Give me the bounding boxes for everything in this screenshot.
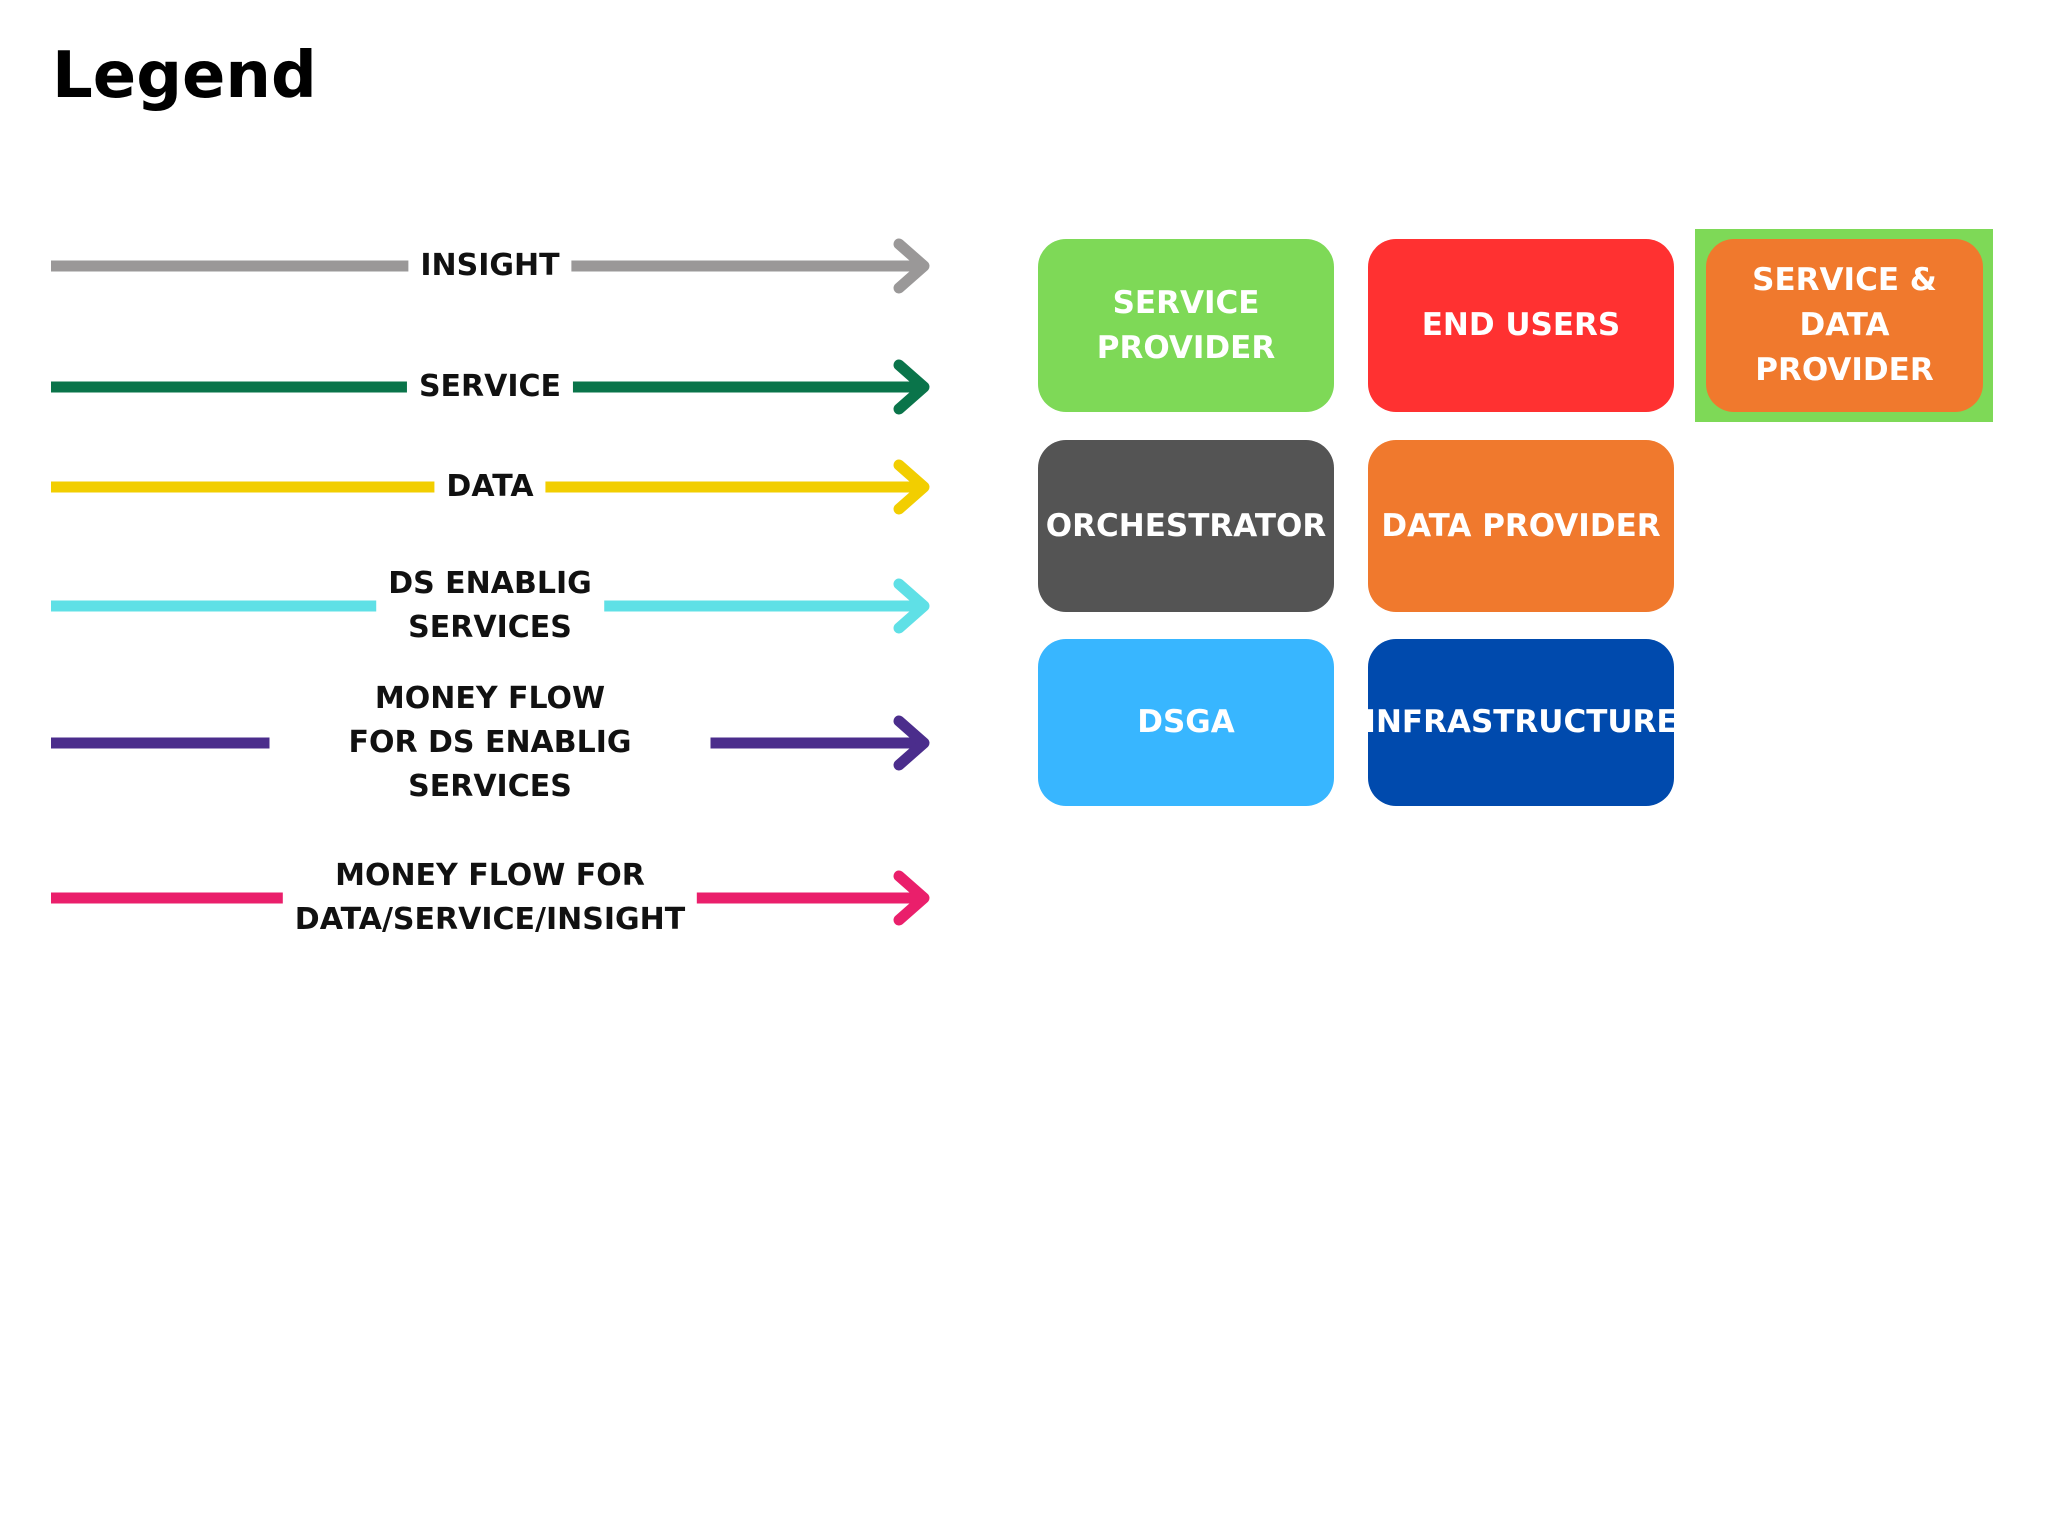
box-orchestrator: ORCHESTRATOR [1038, 440, 1334, 612]
arrow-service-label: SERVICE [406, 365, 574, 409]
legend-title: Legend [52, 39, 317, 113]
arrow-insight-label: INSIGHT [408, 244, 572, 288]
arrow-data-label: DATA [434, 465, 546, 509]
arrow-money-flow-ds-services-label: MONEY FLOW FOR DS ENABLIG SERVICES [269, 677, 711, 809]
box-service-provider: SERVICE PROVIDER [1038, 239, 1334, 412]
box-end-users: END USERS [1368, 239, 1674, 412]
arrow-money-flow-data-service-insight-label: MONEY FLOW FOR DATA/SERVICE/INSIGHT [282, 854, 698, 942]
box-service-data-provider: SERVICE & DATA PROVIDER [1706, 239, 1983, 412]
box-infrastructure: INFRASTRUCTURE [1364, 639, 1678, 806]
arrow-ds-enabling-services-label: DS ENABLIG SERVICES [376, 562, 604, 650]
box-dsga: DSGA [1038, 639, 1334, 806]
box-data-provider: DATA PROVIDER [1368, 440, 1674, 612]
